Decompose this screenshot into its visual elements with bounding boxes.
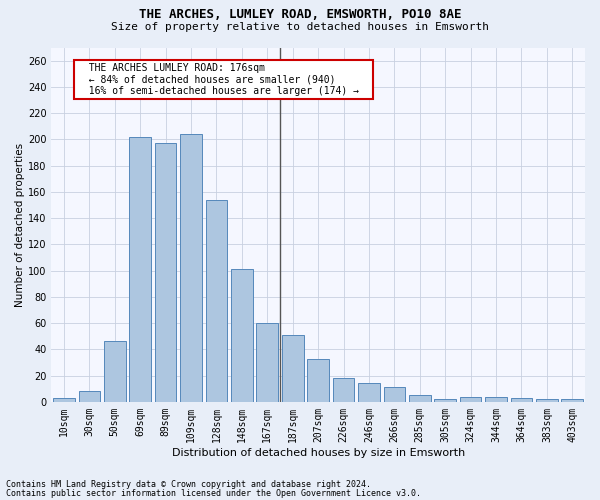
Bar <box>485 396 507 402</box>
Bar <box>282 335 304 402</box>
X-axis label: Distribution of detached houses by size in Emsworth: Distribution of detached houses by size … <box>172 448 465 458</box>
Bar <box>409 396 431 402</box>
Bar <box>104 342 125 402</box>
Text: THE ARCHES LUMLEY ROAD: 176sqm  
  ← 84% of detached houses are smaller (940)  
: THE ARCHES LUMLEY ROAD: 176sqm ← 84% of … <box>77 63 370 96</box>
Bar <box>333 378 355 402</box>
Y-axis label: Number of detached properties: Number of detached properties <box>15 142 25 306</box>
Bar <box>180 134 202 402</box>
Text: Size of property relative to detached houses in Emsworth: Size of property relative to detached ho… <box>111 22 489 32</box>
Text: Contains HM Land Registry data © Crown copyright and database right 2024.: Contains HM Land Registry data © Crown c… <box>6 480 371 489</box>
Bar <box>130 136 151 402</box>
Bar <box>536 399 557 402</box>
Bar <box>460 396 481 402</box>
Bar <box>358 384 380 402</box>
Bar <box>256 323 278 402</box>
Bar <box>53 398 75 402</box>
Bar <box>307 358 329 402</box>
Bar <box>155 144 176 402</box>
Bar <box>434 399 456 402</box>
Bar <box>206 200 227 402</box>
Bar <box>231 270 253 402</box>
Text: THE ARCHES, LUMLEY ROAD, EMSWORTH, PO10 8AE: THE ARCHES, LUMLEY ROAD, EMSWORTH, PO10 … <box>139 8 461 20</box>
Bar <box>383 388 405 402</box>
Bar <box>79 392 100 402</box>
Bar <box>511 398 532 402</box>
Text: Contains public sector information licensed under the Open Government Licence v3: Contains public sector information licen… <box>6 489 421 498</box>
Bar <box>562 399 583 402</box>
